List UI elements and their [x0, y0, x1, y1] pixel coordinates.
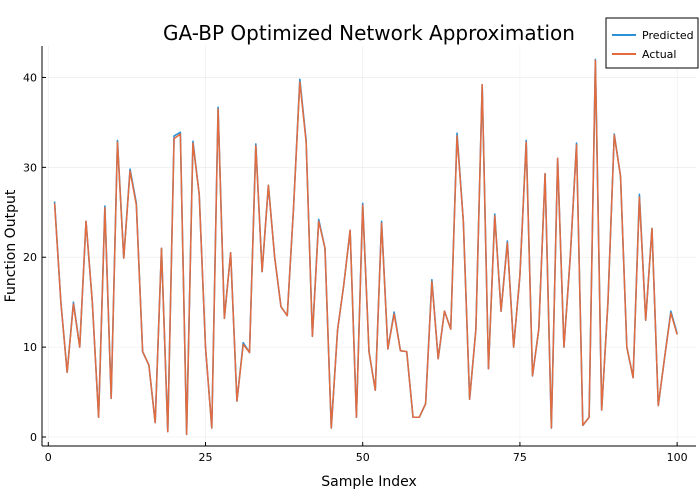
- x-tick-label-1: 25: [199, 451, 213, 464]
- y-tick-label-3: 30: [23, 161, 37, 174]
- y-tick-label-2: 20: [23, 251, 37, 264]
- axes: [41, 46, 696, 447]
- y-tick-label-0: 0: [30, 431, 37, 444]
- grid: [42, 46, 696, 446]
- series-lines: [53, 58, 678, 436]
- legend-label-actual: Actual: [642, 48, 676, 61]
- y-axis-ticks: 0 10 20 30 40: [23, 71, 46, 444]
- y-tick-label-1: 10: [23, 341, 37, 354]
- y-axis-label: Function Output: [3, 189, 19, 302]
- x-tick-label-4: 100: [667, 451, 688, 464]
- legend-label-predicted: Predicted: [642, 29, 694, 42]
- legend-box: [605, 17, 699, 69]
- x-tick-label-0: 0: [45, 451, 52, 464]
- series-line-actual: [53, 59, 678, 436]
- x-tick-label-3: 75: [513, 451, 527, 464]
- y-tick-label-4: 40: [23, 71, 37, 84]
- chart-title: GA-BP Optimized Network Approximation: [163, 21, 575, 45]
- legend: Predicted Actual: [605, 17, 699, 69]
- x-tick-label-2: 50: [356, 451, 370, 464]
- x-axis-label: Sample Index: [321, 474, 416, 490]
- x-axis-ticks: 0 25 50 75 100: [45, 442, 688, 464]
- series-line-predicted: [53, 58, 678, 436]
